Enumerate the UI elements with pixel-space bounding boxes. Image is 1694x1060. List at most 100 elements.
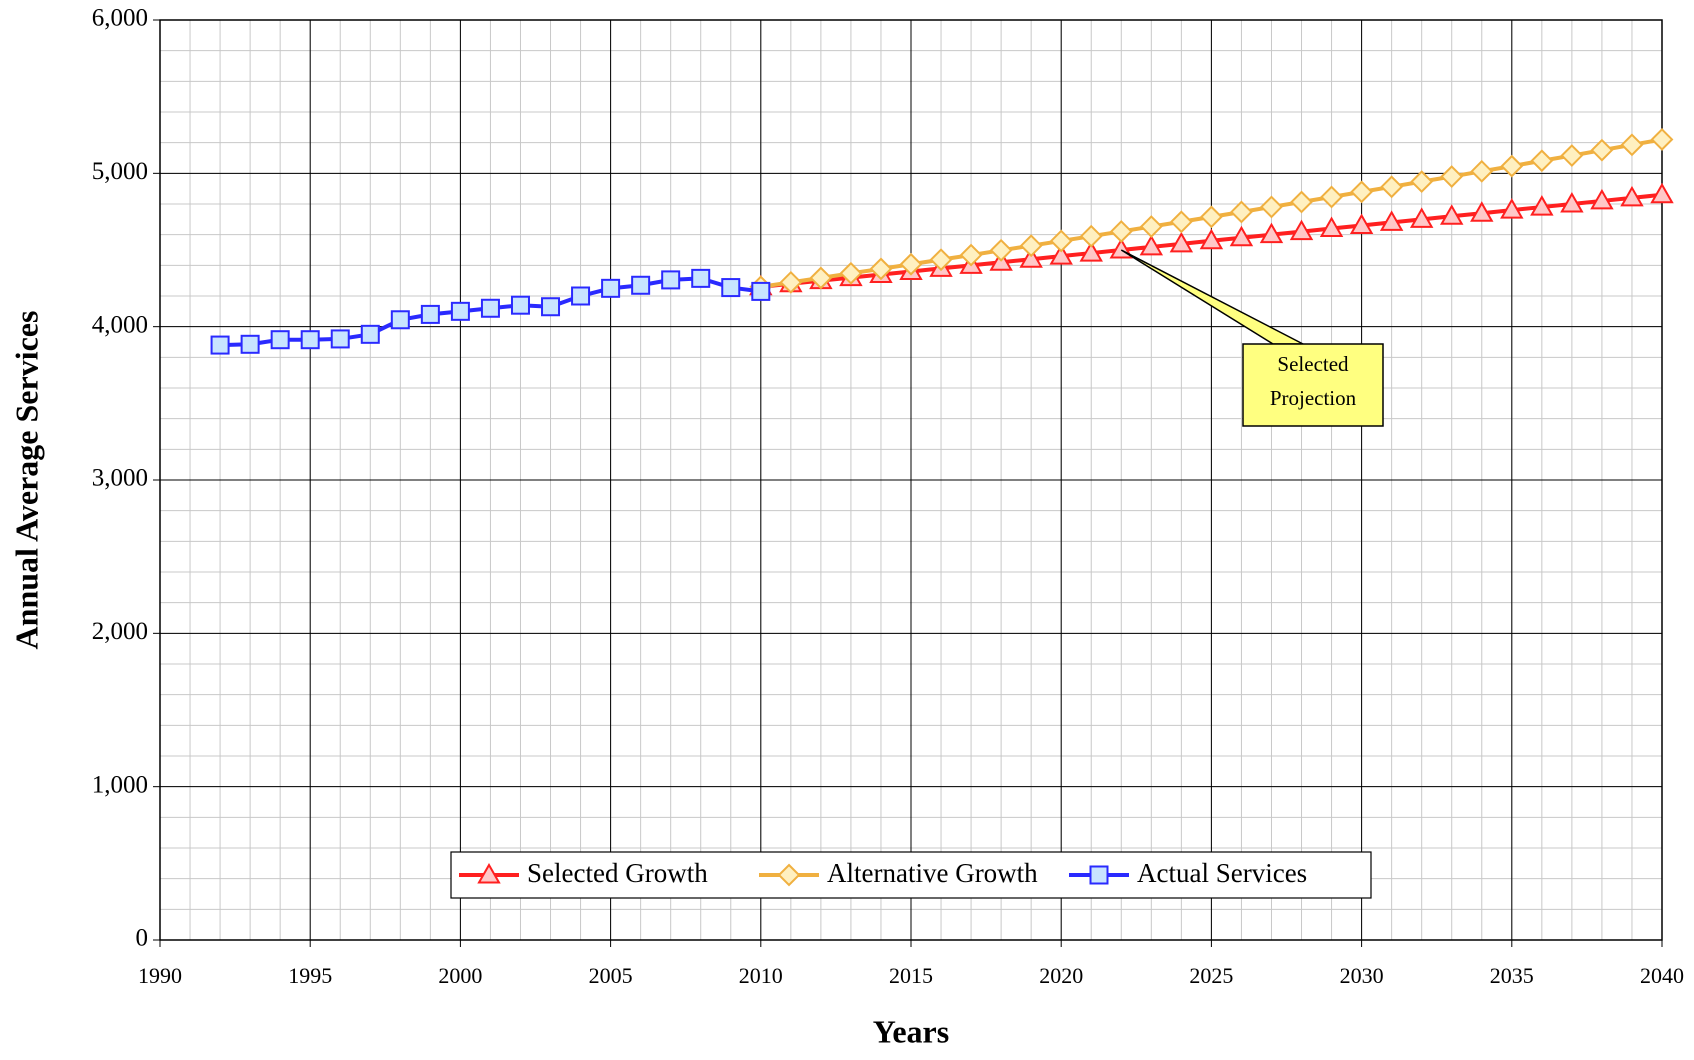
marker: [330, 329, 350, 349]
y-axis-label: Annual Average Services: [8, 311, 44, 650]
marker: [1350, 180, 1374, 204]
marker: [1019, 247, 1043, 268]
marker: [1199, 205, 1223, 229]
marker: [1440, 165, 1464, 188]
marker: [1560, 191, 1584, 213]
marker: [1620, 133, 1644, 157]
marker: [1169, 231, 1194, 253]
marker: [541, 297, 561, 317]
marker: [510, 295, 530, 315]
marker: [420, 304, 440, 324]
marker: [1049, 229, 1073, 253]
callout-pointer: [1120, 249, 1304, 345]
marker: [1289, 219, 1314, 241]
y-tick-label: 0: [136, 925, 149, 952]
x-tick-label: 2025: [1189, 963, 1233, 988]
marker: [1139, 234, 1164, 256]
marker: [661, 270, 681, 290]
marker: [1439, 204, 1464, 225]
marker: [809, 266, 833, 290]
y-tick-label: 4,000: [92, 311, 148, 338]
marker: [1319, 216, 1344, 238]
x-tick-label: 1995: [288, 963, 332, 988]
y-tick-label: 5,000: [92, 158, 148, 185]
legend-label: Actual Services: [1137, 858, 1307, 888]
marker: [929, 248, 953, 272]
y-tick-label: 6,000: [92, 5, 148, 32]
marker: [1620, 185, 1644, 207]
marker: [1560, 144, 1584, 167]
marker: [480, 298, 500, 318]
marker: [1320, 185, 1343, 209]
marker: [601, 278, 621, 298]
x-tick-label: 2005: [589, 963, 633, 988]
marker: [1500, 154, 1524, 178]
x-tick-label: 2040: [1640, 963, 1684, 988]
marker: [1109, 220, 1133, 243]
marker: [1139, 215, 1163, 238]
marker: [477, 862, 501, 884]
marker: [270, 330, 290, 350]
marker: [1079, 224, 1103, 248]
x-tick-label: 2020: [1039, 963, 1083, 988]
marker: [1079, 241, 1103, 262]
marker: [721, 278, 741, 298]
marker: [1650, 182, 1674, 204]
marker: [959, 243, 983, 267]
marker: [1229, 225, 1254, 247]
y-tick-label: 3,000: [92, 465, 148, 492]
marker: [1530, 149, 1554, 173]
marker: [1260, 195, 1283, 219]
callout-text: Projection: [1270, 386, 1357, 410]
marker: [1380, 175, 1404, 199]
marker: [1470, 201, 1494, 222]
x-tick-label: 1990: [138, 963, 182, 988]
marker: [1500, 198, 1524, 219]
marker: [1590, 188, 1614, 210]
x-tick-label: 2000: [438, 963, 482, 988]
marker: [751, 281, 771, 301]
x-axis-label: Years: [873, 1013, 949, 1049]
x-tick-label: 2015: [889, 963, 933, 988]
marker: [1049, 244, 1073, 265]
y-tick-label: 1,000: [92, 771, 148, 798]
callout-text: Selected: [1277, 352, 1349, 376]
legend-box: [450, 851, 1372, 899]
marker: [631, 275, 651, 295]
x-tick-label: 2010: [739, 963, 783, 988]
marker: [1470, 159, 1494, 183]
legend-label: Alternative Growth: [827, 858, 1038, 888]
marker: [360, 324, 380, 344]
marker: [1230, 200, 1253, 224]
marker: [691, 268, 711, 288]
marker: [1169, 210, 1193, 234]
marker: [777, 863, 801, 887]
marker: [1410, 170, 1434, 194]
marker: [1199, 228, 1224, 250]
marker: [571, 286, 591, 306]
legend-label: Selected Growth: [527, 858, 708, 888]
callout-box: [1242, 343, 1384, 427]
marker: [869, 257, 893, 281]
marker: [240, 334, 260, 354]
marker: [390, 310, 410, 330]
marker: [300, 330, 320, 350]
marker: [1409, 207, 1434, 228]
marker: [1349, 213, 1374, 234]
marker: [1019, 234, 1043, 258]
plot-frame: [159, 19, 1663, 941]
marker: [1290, 190, 1313, 214]
marker: [210, 335, 230, 355]
x-tick-label: 2035: [1490, 963, 1534, 988]
marker: [1089, 865, 1109, 885]
marker: [1259, 222, 1284, 244]
marker: [1650, 128, 1674, 151]
marker: [989, 238, 1013, 262]
marker: [1379, 210, 1404, 231]
x-tick-label: 2030: [1340, 963, 1384, 988]
y-tick-label: 2,000: [92, 618, 148, 645]
marker: [1590, 138, 1614, 162]
marker: [839, 261, 863, 285]
marker: [779, 270, 803, 294]
